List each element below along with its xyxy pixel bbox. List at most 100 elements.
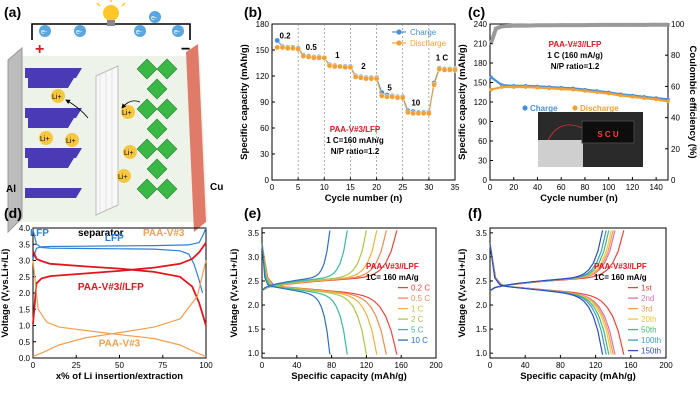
y2-tick-label: 60 [671, 82, 680, 91]
y-tick-label: 180 [256, 20, 270, 29]
charge-curve [261, 230, 367, 292]
x-tick-label: 160 [624, 361, 638, 370]
lfp-layers [25, 68, 82, 198]
data-point-discharge [523, 85, 528, 89]
legend-label: Discharge [580, 104, 619, 113]
chart-annotation: PAA-V#3//LPF [366, 262, 419, 271]
x-tick-label: 10 [320, 183, 329, 192]
lfp-label: LFP [30, 228, 49, 239]
rate-label: 2 [361, 62, 366, 71]
ce-point [489, 40, 493, 45]
panel-label-b: (b) [244, 4, 262, 20]
coulombic-efficiency-band [489, 22, 668, 44]
data-point-discharge [316, 55, 322, 61]
x-tick-label: 75 [158, 361, 167, 370]
data-point-discharge [606, 91, 611, 96]
y-tick-label: 3.5 [248, 229, 260, 238]
li-ion-marker: Li+ [123, 145, 137, 159]
voltage-curve-lfp-charge [32, 227, 207, 260]
panel-label-c: (c) [468, 4, 485, 20]
electron-marker: e- [172, 25, 184, 37]
y-tick-label: 3.5 [19, 240, 31, 249]
chart-f-cycle-profiles: 0 40 80 120 160 200 1.0 1.5 2.0 2.5 3.0 3.5 Specific… [457, 227, 673, 382]
y-tick-label: 150 [474, 79, 488, 88]
y-tick-label: 240 [474, 20, 488, 29]
series-line-charge [490, 76, 669, 101]
y2-tick-label: 100 [671, 20, 685, 29]
y-tick-label: 1.0 [248, 349, 260, 358]
data-point-discharge [559, 87, 563, 91]
ce-point [654, 22, 658, 27]
curve-label-full-cell: PAA-V#3//LFP [78, 282, 144, 293]
legend-label: Charge [530, 104, 558, 113]
svg-text:Li+: Li+ [122, 110, 132, 117]
x-tick-label: 200 [429, 361, 443, 370]
chart-d-voltage-profiles: 0 25 50 75 100 0.0 0.5 1.0 1.5 2.0 2.5 3.0 3.5 4.0 x% … [0, 224, 213, 382]
separator-label: separator [78, 228, 124, 239]
legend-label: 0.5 C [411, 294, 430, 303]
data-point-discharge [436, 66, 443, 72]
x-tick-label: 0 [31, 361, 36, 370]
rate-label: 5 [387, 84, 392, 93]
data-point-discharge [384, 94, 390, 100]
data-point-discharge [535, 85, 540, 90]
chart-annotation: PAA-V#3/LFP [330, 125, 381, 134]
y-tick-label: 90 [260, 98, 269, 107]
x-tick-label: 0 [488, 183, 493, 192]
x-tick-label: 25 [398, 183, 407, 192]
y-tick-label: 3.0 [248, 253, 260, 262]
legend-label: 100th [641, 336, 661, 345]
data-point-discharge [331, 63, 338, 70]
x-tick-label: 0 [270, 183, 275, 192]
data-point-discharge [666, 99, 670, 104]
legend-label: 150th [641, 347, 661, 356]
data-point-discharge [305, 54, 312, 60]
data-point-discharge [654, 97, 658, 102]
legend-label: 20th [641, 315, 657, 324]
data-point-discharge [347, 64, 354, 71]
data-point-discharge [284, 45, 291, 52]
voltage-curve-lfp-discharge [32, 229, 204, 294]
y-tick-label: 1.0 [476, 349, 488, 358]
data-point-discharge [441, 67, 448, 73]
rate-label: 0.5 [306, 43, 318, 52]
inset-led-text: S C U [597, 130, 619, 139]
ce-point [523, 23, 528, 28]
x-tick-label: 0 [260, 361, 265, 370]
legend-marker [522, 105, 528, 111]
ce-point [511, 23, 516, 28]
x-tick-label: 40 [533, 183, 542, 192]
x-axis-label: Specific capacity (mAh/g) [520, 371, 636, 382]
data-point-discharge [342, 64, 349, 71]
x-tick-label: 20 [372, 183, 381, 192]
x-tick-label: 35 [451, 183, 460, 192]
y-tick-label: 120 [256, 72, 270, 81]
separator [95, 65, 119, 216]
al-current-collector [7, 46, 23, 234]
y-tick-label: 60 [260, 124, 269, 133]
data-point-discharge [642, 96, 647, 100]
x-tick-label: 50 [115, 361, 124, 370]
data-point-discharge [547, 86, 552, 91]
y-axis-label: Voltage (V,vs.Li+/Li) [457, 249, 468, 338]
x-tick-label: 20 [509, 183, 518, 192]
discharge-curve [261, 243, 331, 355]
y-tick-label: 210 [474, 40, 488, 49]
cu-current-collector [186, 44, 206, 232]
x-axis-label: Cycle number (n) [540, 193, 618, 204]
external-circuit-wire [31, 23, 191, 40]
y-tick-label: 0 [265, 176, 270, 185]
svg-text:Li+: Li+ [52, 94, 62, 101]
y2-tick-label: 0 [671, 176, 676, 185]
discharge-curve [261, 243, 367, 355]
ion-arrow [65, 99, 89, 119]
data-point-discharge [363, 75, 369, 82]
legend-label: 2nd [641, 294, 654, 303]
x-tick-label: 120 [360, 361, 374, 370]
data-point-discharge [368, 75, 375, 82]
curve-label-lfp: LFP [105, 233, 124, 244]
ce-point [666, 22, 670, 27]
y-tick-label: 3.5 [476, 229, 488, 238]
voltage-curve-full-charge [32, 242, 207, 324]
